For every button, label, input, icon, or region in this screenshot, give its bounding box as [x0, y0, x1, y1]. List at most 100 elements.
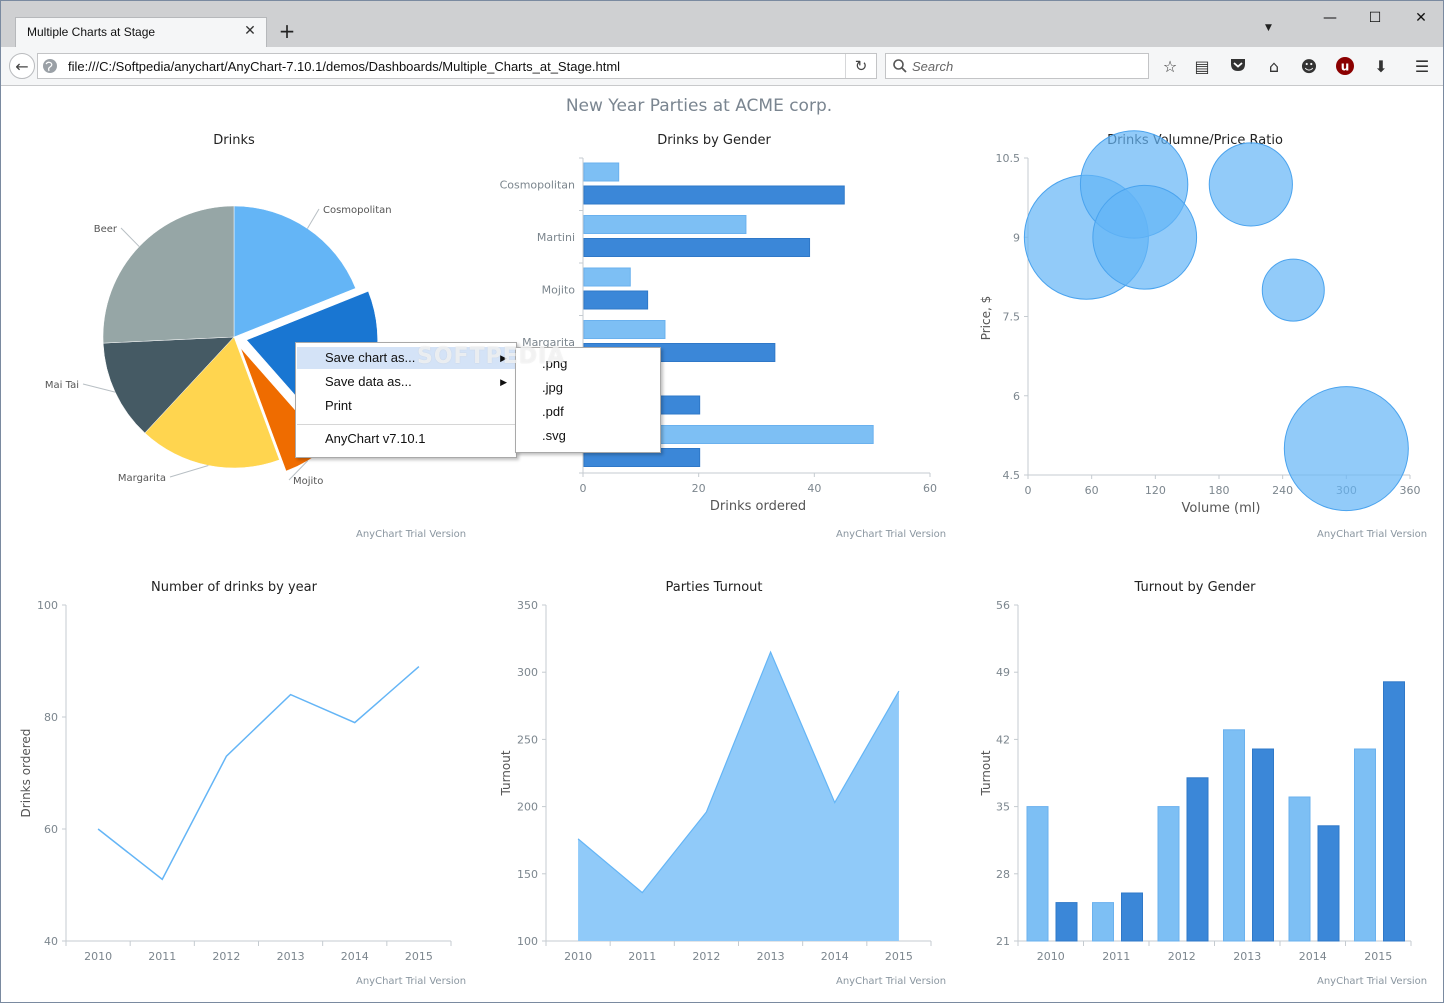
pie-connector	[82, 383, 116, 393]
home-icon[interactable]: ⌂	[1268, 57, 1280, 76]
y-axis-title: Turnout	[979, 750, 993, 796]
submenu-item-pdf[interactable]: .pdf	[542, 404, 564, 419]
y-tick-label: 4.5	[1003, 469, 1021, 482]
x-tick-label: 2011	[148, 950, 176, 963]
pie-label: Beer	[94, 224, 118, 235]
y-tick-label: Margarita	[522, 336, 575, 349]
bar	[583, 238, 811, 257]
pie-connector	[288, 460, 309, 481]
url-bar[interactable]: file:///C:/Softpedia/anychart/AnyChart-7…	[37, 53, 877, 79]
emoji-icon[interactable]: ☻	[1300, 57, 1318, 76]
bookmark-star-icon[interactable]: ☆	[1162, 57, 1178, 76]
tabs-dropdown-icon[interactable]: ▼	[1265, 23, 1272, 33]
y-tick-label: 60	[44, 823, 58, 836]
y-tick-label: 56	[996, 599, 1010, 612]
chart-title-drinks-by-year: Number of drinks by year	[151, 580, 317, 595]
pie-slice	[102, 336, 235, 434]
submenu-item-svg[interactable]: .svg	[542, 428, 566, 443]
trial-label[interactable]: AnyChart Trial Version	[1317, 976, 1428, 987]
x-tick-label: 0	[580, 482, 587, 495]
pie-label: Margarita	[118, 473, 166, 484]
save-chart-submenu: .png .jpg .pdf .svg	[515, 347, 661, 453]
x-tick-label: 240	[1272, 484, 1293, 497]
menu-item-save-chart[interactable]: Save chart as... ▶	[297, 347, 515, 369]
y-tick-label: 10.5	[996, 152, 1021, 165]
submenu-item-jpg[interactable]: .jpg	[542, 380, 563, 395]
x-tick-label: 60	[1085, 484, 1099, 497]
y-tick-label: 6	[1013, 390, 1020, 403]
back-icon[interactable]: ←	[9, 53, 35, 79]
x-tick-label: 2014	[341, 950, 369, 963]
bubble	[1283, 386, 1409, 512]
series-area-outline	[577, 650, 900, 894]
x-axis-title: Volume (ml)	[1182, 501, 1261, 516]
navigation-bar: ← file:///C:/Softpedia/anychart/AnyChart…	[1, 47, 1443, 86]
x-tick-label: 2015	[885, 950, 913, 963]
series-area	[578, 652, 899, 941]
column	[1317, 825, 1340, 942]
menu-item-version[interactable]: AnyChart v7.10.1	[297, 428, 515, 450]
reading-list-icon[interactable]: ▤	[1194, 57, 1210, 76]
column	[1383, 681, 1405, 942]
x-tick-label: 40	[807, 482, 821, 495]
bar	[583, 215, 747, 234]
y-tick-label: 40	[44, 935, 58, 948]
submenu-item-png[interactable]: .png	[542, 356, 568, 371]
search-input[interactable]: Search	[885, 53, 1149, 79]
menu-item-label: Save chart as...	[325, 350, 416, 365]
close-window-icon[interactable]: ✕	[1415, 10, 1427, 26]
y-axis-title: Price, $	[979, 296, 993, 341]
url-text[interactable]: file:///C:/Softpedia/anychart/AnyChart-7…	[68, 59, 621, 74]
x-tick-label: 2013	[277, 950, 305, 963]
trial-label[interactable]: AnyChart Trial Version	[836, 976, 947, 987]
context-menu: Save chart as... ▶ Save data as... ▶ Pri…	[295, 342, 517, 458]
bar	[583, 290, 649, 310]
y-tick-label: 100	[37, 599, 58, 612]
y-tick-label: 49	[996, 666, 1010, 679]
pie-label: Mojito	[293, 476, 323, 487]
bubble	[1208, 142, 1293, 227]
reload-icon[interactable]: ↻	[845, 54, 876, 78]
trial-label[interactable]: AnyChart Trial Version	[836, 529, 947, 540]
x-tick-label: 0	[1025, 484, 1032, 497]
trial-label[interactable]: AnyChart Trial Version	[1317, 529, 1428, 540]
tab-strip: Multiple Charts at Stage ✕ + ▼ — ☐ ✕	[1, 1, 1443, 47]
search-icon	[893, 59, 907, 73]
pie-slice	[102, 205, 235, 344]
trial-label[interactable]: AnyChart Trial Version	[356, 976, 467, 987]
y-tick-label: 350	[517, 599, 538, 612]
menu-item-label: Print	[325, 398, 352, 413]
pie-connector	[306, 208, 320, 229]
column	[1186, 777, 1209, 942]
globe-icon	[43, 59, 57, 73]
svg-text:u: u	[1341, 60, 1350, 74]
x-tick-label: 2013	[1233, 950, 1261, 963]
y-tick-label: 150	[517, 868, 538, 881]
x-tick-label: 2012	[212, 950, 240, 963]
minimize-icon[interactable]: —	[1323, 10, 1337, 26]
tab-active[interactable]: Multiple Charts at Stage ✕	[15, 17, 267, 47]
close-tab-icon[interactable]: ✕	[244, 23, 256, 39]
maximize-icon[interactable]: ☐	[1368, 10, 1382, 26]
menu-item-print[interactable]: Print	[297, 395, 515, 417]
x-tick-label: 2012	[692, 950, 720, 963]
ublock-icon[interactable]: u	[1334, 56, 1356, 78]
menu-icon[interactable]: ☰	[1414, 57, 1430, 76]
bar	[583, 267, 631, 287]
search-placeholder: Search	[912, 59, 954, 74]
trial-label[interactable]: AnyChart Trial Version	[356, 529, 467, 540]
new-tab-icon[interactable]: +	[278, 19, 296, 43]
y-tick-label: 42	[996, 733, 1010, 746]
menu-item-save-data[interactable]: Save data as... ▶	[297, 371, 515, 393]
y-tick-label: Martini	[537, 231, 575, 244]
chart-title-drinks: Drinks	[213, 133, 255, 148]
y-tick-label: 35	[996, 801, 1010, 814]
pocket-icon[interactable]	[1227, 56, 1249, 78]
y-tick-label: 200	[517, 801, 538, 814]
menu-separator	[297, 424, 515, 425]
x-tick-label: 2011	[628, 950, 656, 963]
menu-item-label: AnyChart v7.10.1	[325, 431, 426, 446]
download-icon[interactable]: ⬇	[1374, 57, 1388, 76]
x-tick-label: 180	[1209, 484, 1230, 497]
